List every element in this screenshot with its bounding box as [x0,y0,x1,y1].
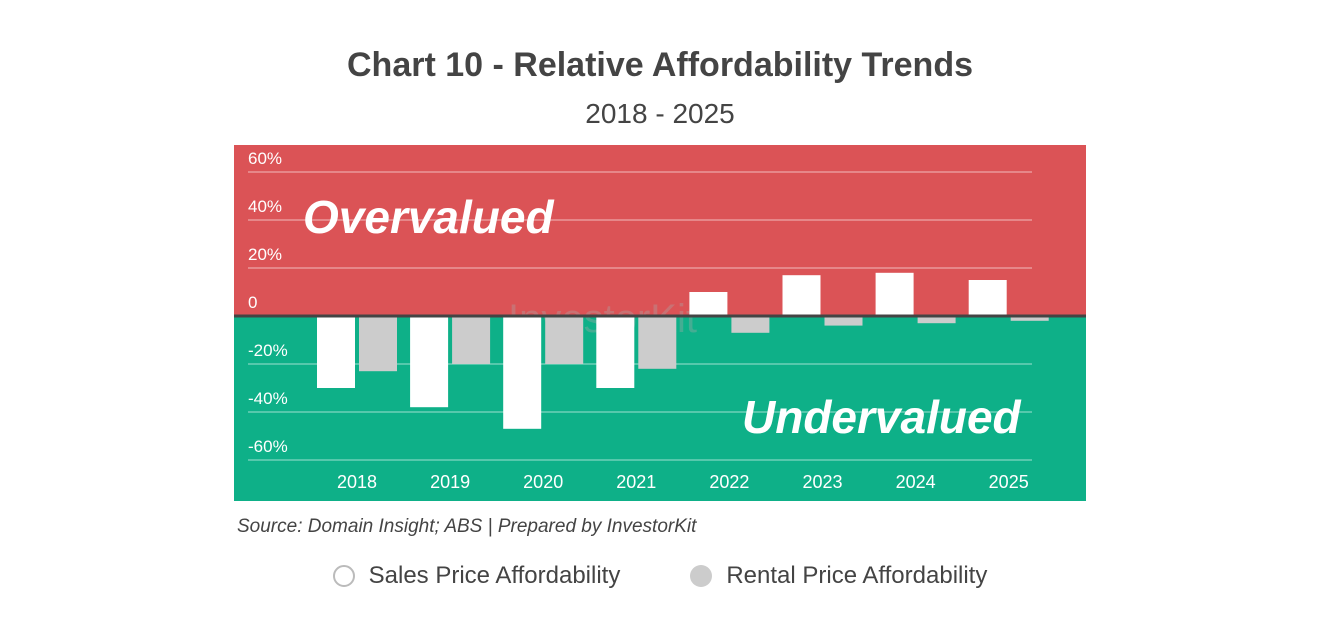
x-tick-label: 2022 [709,472,749,492]
y-tick-label: -60% [248,437,288,456]
legend: Sales Price Affordability Rental Price A… [0,562,1320,590]
x-tick-label: 2018 [337,472,377,492]
y-tick-label: 60% [248,149,282,168]
bar-rental [545,316,584,364]
bar-rental [1010,316,1049,321]
bar-rental [452,316,491,364]
bar-rental [731,316,770,333]
y-tick-label: -40% [248,389,288,408]
legend-item-rental[interactable]: Rental Price Affordability [690,562,987,590]
x-tick-label: 2019 [430,472,470,492]
overvalued-zone [234,145,1086,316]
legend-swatch-rental [690,565,713,587]
x-tick-label: 2020 [523,472,563,492]
x-tick-label: 2023 [802,472,842,492]
bar-sales [968,280,1007,316]
undervalued-label: Undervalued [742,391,1022,443]
y-tick-label: 0 [248,293,257,312]
x-tick-label: 2021 [616,472,656,492]
legend-item-sales[interactable]: Sales Price Affordability [332,562,621,590]
y-tick-label: 20% [248,245,282,264]
bar-sales [596,316,635,388]
overvalued-label: Overvalued [303,191,554,243]
bar-rental [824,316,863,326]
bar-rental [638,316,677,369]
legend-swatch-sales [332,565,355,587]
bar-rental [917,316,956,324]
chart-subtitle: 2018 - 2025 [585,98,735,129]
x-tick-label: 2025 [989,472,1029,492]
bar-sales [410,316,449,408]
bar-rental [359,316,397,372]
bar-sales [782,275,821,316]
legend-label-sales: Sales Price Affordability [368,562,621,589]
bar-sales [317,316,355,388]
x-tick-label: 2024 [896,472,936,492]
legend-label-rental: Rental Price Affordability [726,562,988,589]
bar-sales [503,316,542,429]
chart-title: Chart 10 - Relative Affordability Trends [347,46,973,84]
y-tick-label: 40% [248,197,282,216]
y-tick-label: -20% [248,341,288,360]
source-note: Source: Domain Insight; ABS | Prepared b… [237,516,697,537]
bar-sales [875,272,914,316]
bar-sales [689,292,728,316]
